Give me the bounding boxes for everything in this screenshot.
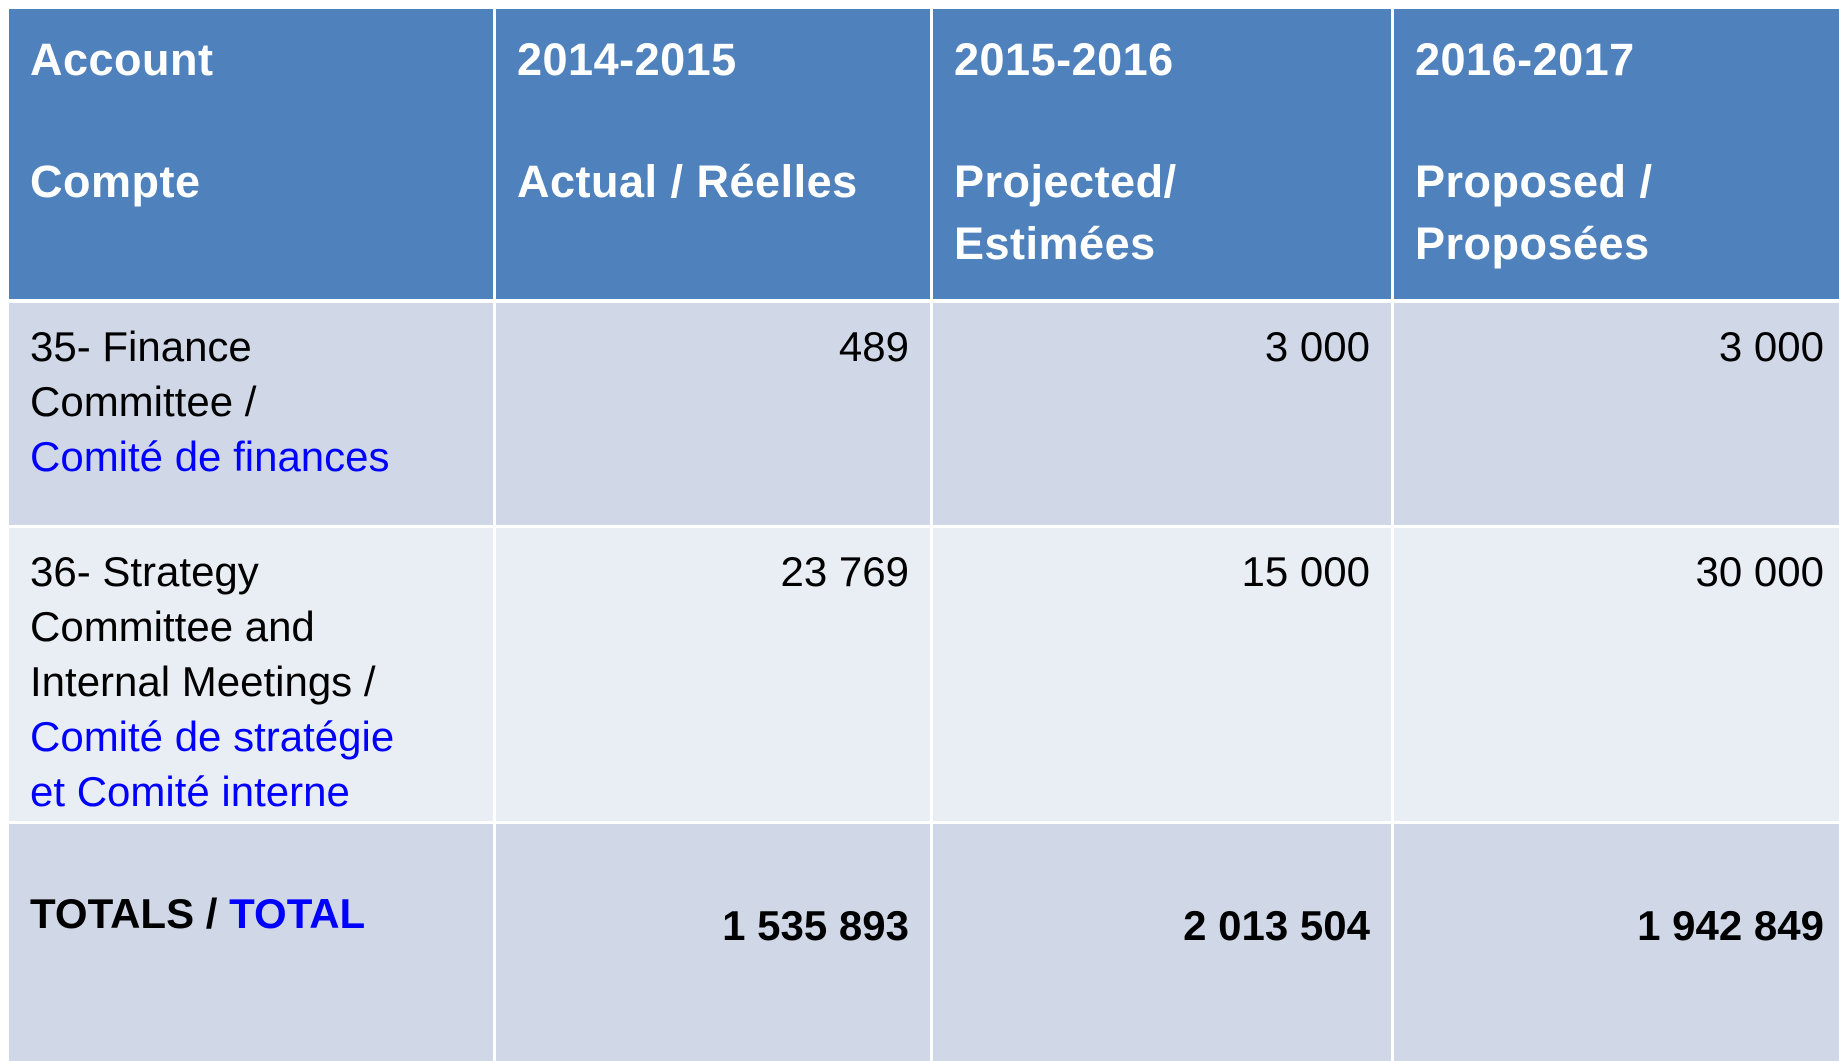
account-en: 35- Finance	[30, 323, 252, 370]
value: 3 000	[1264, 323, 1370, 370]
value: 23 769	[780, 548, 909, 595]
totals-label: TOTALS / TOTAL	[30, 886, 472, 941]
account-fr: Comité de finances	[30, 433, 390, 480]
account-cell: 35- Finance Committee / Comité de finances	[9, 303, 493, 525]
total-value: 1 535 893	[722, 902, 909, 949]
value: 3 000	[1718, 323, 1824, 370]
account-cell: 36- Strategy Committee and Internal Meetin…	[9, 528, 493, 821]
totals-en: TOTALS /	[30, 890, 218, 937]
header-cell: Account Compte	[9, 9, 493, 299]
total-value-cell: 2 013 504	[933, 824, 1391, 1061]
total-value: 2 013 504	[1183, 902, 1370, 949]
header-year: 2014-2015	[517, 34, 737, 85]
spacer	[30, 91, 493, 151]
header-year: 2015-2016	[954, 34, 1174, 85]
value-cell: 3 000	[933, 303, 1391, 525]
value-cell: 489	[496, 303, 930, 525]
value-cell: 23 769	[496, 528, 930, 821]
spacer	[517, 91, 930, 151]
spacer	[1415, 91, 1839, 151]
header-label: Proposed /	[1415, 156, 1653, 207]
value: 489	[838, 323, 909, 370]
header-year: Account	[30, 34, 214, 85]
header-label: Compte	[30, 156, 201, 207]
header-cell: 2015-2016 Projected/Estimées	[933, 9, 1391, 299]
account-fr: Comité de stratégie	[30, 713, 395, 760]
account-en: Internal Meetings /	[30, 658, 376, 705]
value-cell: 15 000	[933, 528, 1391, 821]
totals-fr: TOTAL	[229, 890, 366, 937]
header-label: Proposées	[1415, 218, 1650, 269]
spacer	[954, 91, 1391, 151]
totals-cell: TOTALS / TOTAL	[9, 824, 493, 1061]
account-en: 36- Strategy	[30, 548, 259, 595]
header-label: Projected/	[954, 156, 1177, 207]
account-en: Committee /	[30, 378, 257, 425]
total-value-cell: 1 942 849	[1394, 824, 1839, 1061]
value: 15 000	[1241, 548, 1370, 595]
total-value-cell: 1 535 893	[496, 824, 930, 1061]
value-cell: 3 000	[1394, 303, 1839, 525]
account-en: Committee and	[30, 603, 315, 650]
account-fr: et Comité interne	[30, 768, 350, 815]
header-label: Actual / Réelles	[517, 156, 858, 207]
total-value: 1 942 849	[1637, 902, 1824, 949]
header-cell: 2014-2015 Actual / Réelles	[496, 9, 930, 299]
value: 30 000	[1695, 548, 1824, 595]
header-cell: 2016-2017 Proposed / Proposées	[1394, 9, 1839, 299]
header-label: Estimées	[954, 218, 1156, 269]
header-year: 2016-2017	[1415, 34, 1635, 85]
value-cell: 30 000	[1394, 528, 1839, 821]
